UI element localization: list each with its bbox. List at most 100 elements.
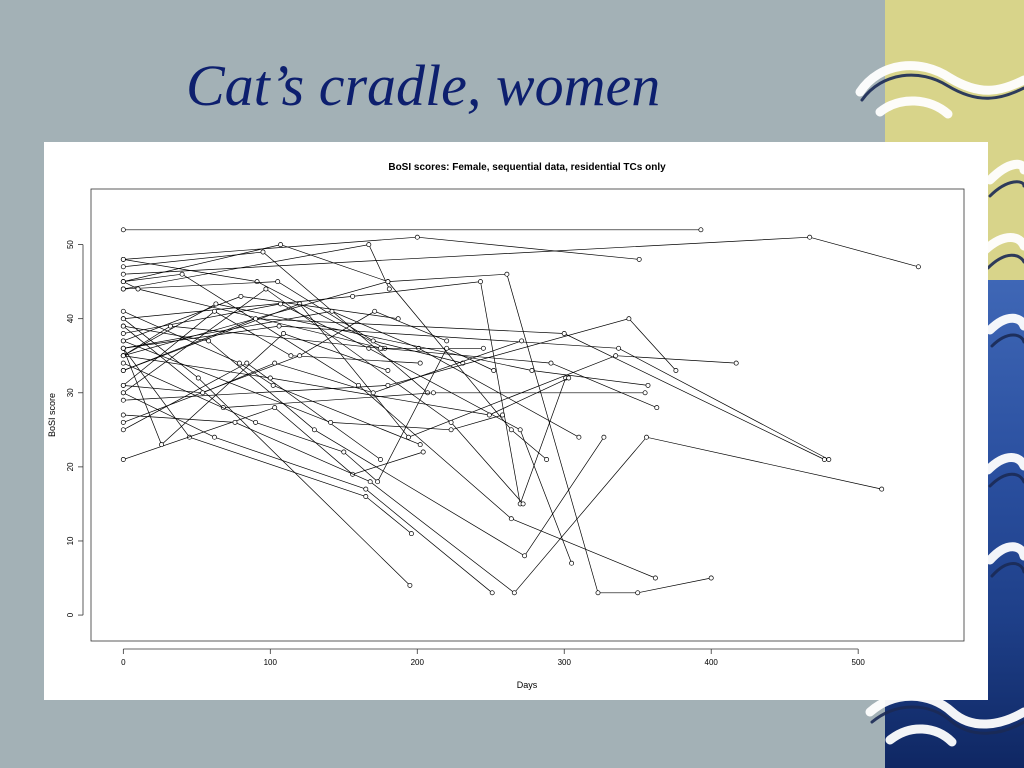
series-line	[123, 288, 524, 505]
data-point	[120, 427, 126, 433]
data-point	[654, 405, 660, 411]
data-point	[444, 345, 450, 351]
data-point	[281, 331, 286, 336]
data-point	[238, 293, 244, 299]
y-tick-label: 40	[66, 314, 75, 323]
data-point	[120, 227, 126, 233]
data-point	[519, 338, 525, 344]
data-point	[212, 308, 217, 314]
data-point	[522, 553, 528, 559]
data-point	[826, 457, 832, 462]
data-point	[167, 323, 173, 329]
chart-title: BoSI scores: Female, sequential data, re…	[388, 162, 666, 173]
slide-title: Cat’s cradle, women	[186, 53, 661, 118]
data-point	[356, 382, 361, 388]
data-point	[544, 457, 550, 462]
data-point	[272, 360, 278, 366]
data-point	[120, 397, 126, 403]
series-line	[123, 318, 677, 401]
data-point	[500, 412, 505, 418]
data-point	[370, 390, 376, 396]
data-point	[200, 390, 206, 396]
series-line	[123, 347, 494, 483]
series-line	[123, 392, 493, 594]
data-point	[561, 331, 567, 336]
data-point	[159, 442, 164, 448]
data-point	[378, 457, 383, 462]
data-point	[253, 316, 259, 322]
data-point	[363, 494, 369, 499]
series-line	[123, 273, 712, 594]
data-point	[386, 286, 392, 292]
x-tick-label: 100	[264, 658, 278, 667]
series-line	[123, 348, 412, 534]
data-point	[375, 479, 381, 485]
data-point	[206, 338, 212, 344]
data-point	[120, 368, 126, 373]
x-tick-label: 200	[411, 658, 425, 667]
data-point	[328, 419, 334, 425]
series-line	[123, 236, 919, 275]
data-point	[120, 345, 126, 351]
data-point	[673, 368, 679, 373]
y-tick-label: 30	[66, 388, 75, 397]
y-tick-label: 0	[66, 612, 75, 617]
series-line	[123, 407, 424, 475]
data-point	[276, 323, 282, 329]
data-point	[278, 242, 284, 248]
y-tick-label: 50	[66, 240, 75, 249]
data-point	[613, 353, 619, 359]
data-point	[120, 419, 126, 425]
data-point	[807, 234, 813, 240]
series-line	[123, 318, 411, 586]
data-point	[406, 434, 411, 440]
plot-area-frame	[90, 188, 965, 642]
data-point	[491, 368, 497, 373]
series-line	[123, 281, 657, 408]
data-point	[120, 308, 126, 314]
data-point	[120, 271, 126, 277]
x-tick-label: 400	[705, 658, 719, 667]
data-point	[311, 427, 317, 433]
series-line	[123, 281, 463, 364]
data-point	[378, 345, 383, 351]
data-point	[595, 590, 601, 596]
series-line	[123, 303, 649, 386]
data-point	[270, 382, 276, 388]
data-point	[698, 227, 704, 233]
data-point	[213, 301, 219, 307]
data-point	[236, 360, 242, 366]
data-point	[212, 434, 217, 440]
data-point	[417, 442, 423, 448]
data-point	[636, 256, 642, 262]
data-point	[272, 405, 278, 411]
data-point	[253, 419, 259, 425]
data-point	[448, 419, 454, 425]
data-point	[120, 264, 126, 270]
data-point	[120, 286, 126, 292]
data-point	[644, 434, 649, 440]
data-point	[486, 412, 492, 418]
data-point	[508, 427, 514, 433]
data-point	[733, 360, 739, 366]
data-point	[195, 375, 201, 381]
series-line	[123, 325, 484, 356]
data-point	[297, 353, 303, 359]
data-point	[254, 279, 260, 285]
data-point	[511, 590, 517, 596]
data-point	[478, 279, 483, 285]
data-point	[616, 345, 622, 351]
data-point	[120, 338, 126, 344]
series-layer	[120, 227, 921, 596]
data-point	[367, 479, 373, 485]
data-point	[120, 390, 126, 396]
data-point	[407, 582, 413, 588]
series-line	[123, 325, 646, 408]
x-tick-label: 0	[121, 658, 126, 667]
data-point	[297, 301, 303, 307]
data-point	[569, 560, 575, 566]
data-point	[350, 293, 356, 299]
series-line	[123, 303, 737, 438]
x-tick-label: 300	[558, 658, 572, 667]
series-line	[123, 340, 522, 394]
